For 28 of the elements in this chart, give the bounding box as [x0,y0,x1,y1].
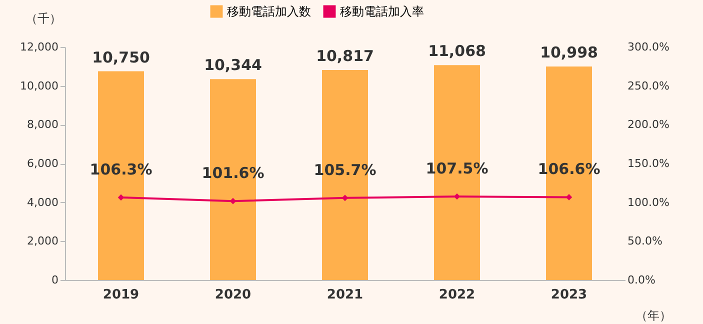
y-tick-label: 10,000 [20,79,58,92]
y-tick-label: 12,000 [20,40,58,54]
y2-tick-label: 50.0% [628,234,662,248]
y2-tick-label: 100.0% [628,196,670,209]
x-axis-title: （年） [636,308,672,322]
data-label: 10,344 [204,56,262,74]
x-tick-label: 2023 [550,288,588,302]
y2-tick-label: 300.0% [628,40,670,54]
x-tick-label: 2019 [102,288,140,302]
x-tick-label: 2022 [438,288,476,302]
data-label: 10,750 [92,48,150,66]
y-tick-label: 6,000 [27,157,58,170]
y2-tick-label: 0.0% [628,274,656,286]
y-tick-label: 0 [52,274,58,286]
legend-label: 移動電話加入数 [227,4,311,19]
y-tick-label: 2,000 [27,234,58,248]
y2-tick-label: 200.0% [628,118,670,132]
data-label: 11,068 [428,42,486,60]
y2-tick-label: 150.0% [628,157,670,170]
data-label: 10,998 [540,43,598,62]
y-tick-label: 8,000 [27,118,58,132]
legend-label: 移動電話加入率 [340,4,424,19]
y-tick-label: 4,000 [27,196,58,209]
y-axis-title: （千） [26,12,62,26]
y2-tick-label: 250.0% [628,79,670,92]
x-tick-label: 2021 [326,288,364,302]
data-label: 10,817 [316,46,374,65]
x-tick-label: 2020 [214,288,252,302]
